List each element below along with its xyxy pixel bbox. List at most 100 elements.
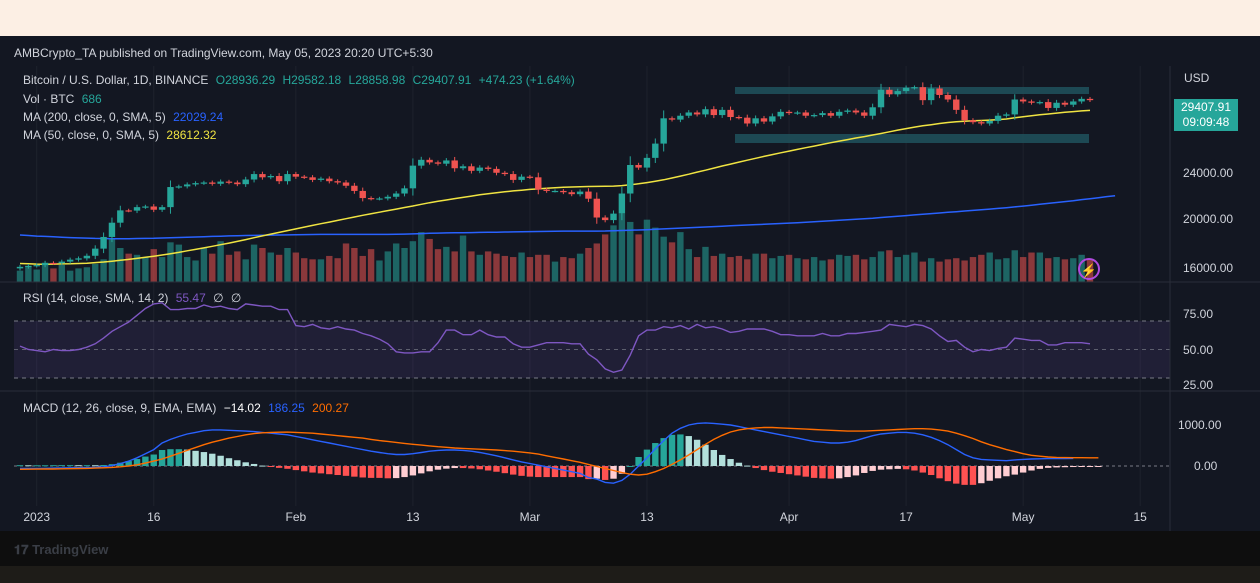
volume-bar: [794, 258, 801, 282]
volume-bar: [911, 252, 918, 282]
legend-macd: MACD (12, 26, close, 9, EMA, EMA) −14.02…: [23, 401, 353, 415]
candle-body: [543, 189, 550, 191]
candle-body: [476, 167, 483, 171]
volume-bar: [1061, 259, 1069, 282]
macd-histogram-bar: [200, 452, 208, 466]
macd-histogram-bar: [535, 466, 542, 478]
macd-histogram-bar: [627, 466, 634, 467]
candle-body: [384, 196, 392, 199]
volume-bar: [50, 268, 57, 282]
price-tick: 16000.00: [1183, 261, 1233, 275]
rsi-path: [19, 302, 1091, 374]
rsi-tick: 25.00: [1183, 378, 1213, 392]
volume-bar: [41, 262, 49, 282]
volume-bar: [819, 260, 826, 282]
macd-histogram-bar: [660, 438, 667, 466]
candle-body: [100, 236, 107, 249]
candle-body: [326, 178, 333, 182]
macd-histogram-bar: [367, 466, 375, 478]
macd-histogram-bar: [710, 450, 718, 466]
lightning-icon[interactable]: ⚡: [1078, 258, 1100, 280]
macd-histogram-bar: [292, 466, 300, 471]
candle-body: [769, 116, 776, 122]
candle-body: [652, 143, 659, 158]
macd-histogram-bar: [401, 466, 408, 478]
candle-body: [861, 112, 868, 116]
volume-bar: [183, 257, 191, 282]
candle-body: [994, 115, 1002, 121]
candle-body: [986, 120, 993, 124]
macd-histogram-bar: [376, 466, 383, 478]
pair-label: Bitcoin / U.S. Dollar, 1D, BINANCE: [23, 73, 209, 87]
macd-histogram-bar: [267, 466, 274, 467]
candle-body: [175, 186, 183, 188]
candle-body: [142, 206, 149, 208]
macd-histogram-bar: [133, 459, 141, 466]
candle-body: [125, 210, 132, 212]
chart-canvas[interactable]: USD 24000.00 20000.00 16000.00 75.00 50.…: [0, 36, 1260, 583]
candle-body: [183, 184, 191, 187]
candle-body: [217, 181, 224, 184]
candle-body: [886, 89, 893, 95]
macd-histogram-bar: [677, 434, 684, 466]
macd-histogram-bar: [961, 466, 968, 485]
macd-histogram-bar: [468, 466, 475, 469]
candle-body: [192, 183, 199, 185]
volume-bar: [501, 255, 509, 282]
macd-signal-line: [19, 426, 1099, 476]
candle-body: [978, 122, 985, 124]
macd-tick: 1000.00: [1178, 418, 1222, 432]
ohlc-high: H29582.18: [282, 73, 342, 87]
volume-bar: [702, 246, 709, 282]
candle-body: [1028, 101, 1035, 103]
candle-body: [919, 87, 927, 101]
candle-body: [1045, 102, 1052, 108]
price-tick: 24000.00: [1183, 166, 1233, 180]
candle-body: [802, 112, 809, 116]
macd-histogram-bar: [735, 462, 743, 466]
volume-bar: [535, 254, 542, 282]
ohlc-open: O28936.29: [215, 73, 276, 87]
volume-bar: [75, 268, 82, 282]
time-tick: Feb: [286, 510, 307, 524]
candle-body: [877, 89, 885, 108]
volume-bar: [1053, 257, 1060, 282]
candle-body: [777, 111, 784, 117]
volume-bar: [250, 244, 258, 282]
volume-bar: [677, 232, 684, 282]
volume-bar: [877, 251, 885, 282]
volume-bar: [668, 242, 676, 282]
macd-histogram-bar: [501, 466, 509, 474]
volume-bar: [927, 258, 935, 282]
time-tick: Apr: [780, 510, 799, 524]
volume-bar: [1011, 250, 1018, 282]
macd-histogram-bar: [794, 466, 801, 476]
candle-body: [409, 165, 417, 189]
candle-body: [1086, 98, 1094, 101]
volume-bar: [994, 259, 1002, 282]
currency-label: USD: [1184, 71, 1210, 85]
macd-histogram-bar: [727, 459, 734, 466]
macd-histogram-bar: [92, 465, 99, 467]
macd-histogram-bar: [142, 456, 149, 466]
volume-bar: [401, 248, 408, 282]
candle-body: [744, 117, 751, 124]
volume-bar: [200, 248, 208, 282]
macd-histogram-bar: [259, 465, 266, 467]
candle-body: [392, 193, 400, 197]
macd-histogram-bar: [986, 466, 993, 481]
ma200-label: MA (200, close, 0, SMA, 5): [23, 110, 166, 124]
macd-histogram-bar: [392, 466, 400, 479]
candle-body: [342, 182, 350, 186]
candle-body: [58, 261, 65, 264]
candle-body: [593, 198, 600, 218]
candle-body: [869, 107, 876, 116]
volume-bar: [785, 254, 793, 282]
macd-histogram-bar: [652, 443, 659, 466]
candle-body: [234, 182, 241, 185]
volume-label: Vol · BTC: [23, 92, 75, 106]
macd-histogram-bar: [443, 466, 450, 469]
macd-histogram-bar: [83, 465, 91, 467]
rsi-tick: 75.00: [1183, 307, 1213, 321]
candle-body: [41, 262, 49, 266]
